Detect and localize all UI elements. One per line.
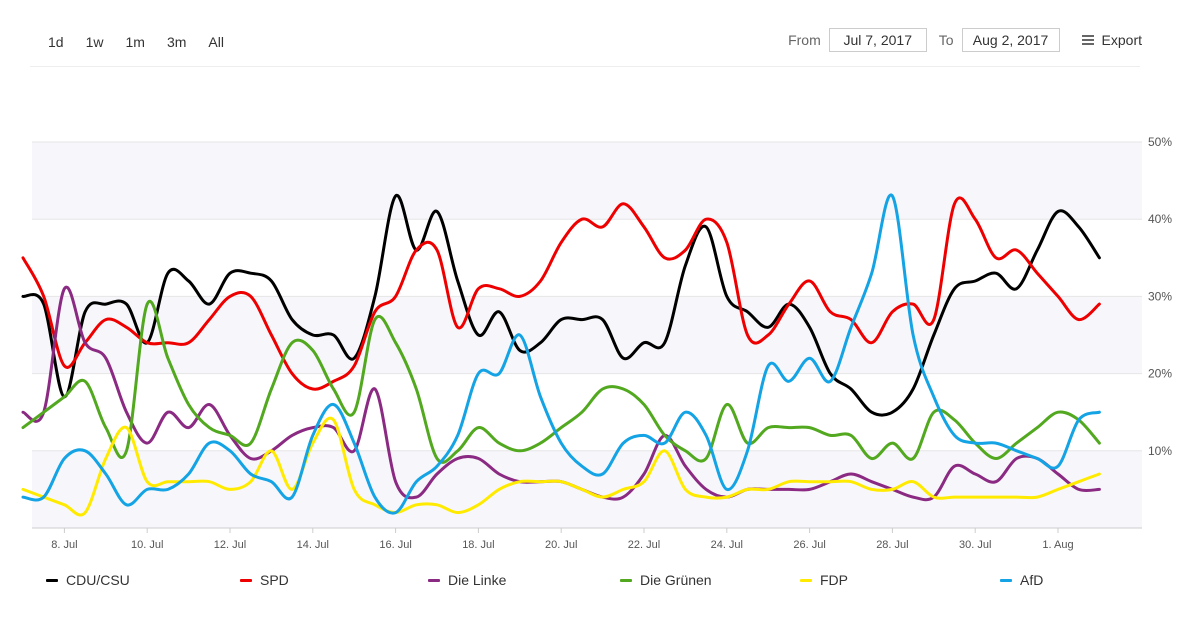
legend-label: Die Linke — [448, 572, 507, 588]
x-tick-label: 14. Jul — [297, 539, 329, 551]
legend-swatch — [620, 578, 632, 582]
chart-legend: CDU/CSU SPD Die Linke Die Grünen FDP AfD — [0, 566, 1200, 596]
legend-label: FDP — [820, 572, 848, 588]
legend-item-afd[interactable]: AfD — [1000, 572, 1043, 588]
menu-icon — [1081, 35, 1094, 45]
to-date-input[interactable] — [961, 28, 1060, 52]
export-button[interactable]: Export — [1081, 32, 1142, 48]
x-tick-label: 26. Jul — [793, 539, 825, 551]
x-tick-label: 30. Jul — [959, 539, 991, 551]
to-label: To — [938, 32, 954, 48]
legend-swatch — [46, 578, 58, 582]
x-tick-label: 18. Jul — [462, 539, 494, 551]
from-label: From — [788, 32, 821, 48]
series-line-spd — [21, 196, 1101, 391]
y-tick-label: 50% — [1148, 135, 1172, 149]
plot-background — [32, 142, 1142, 528]
range-1w-button[interactable]: 1w — [85, 34, 104, 50]
legend-item-spd[interactable]: SPD — [240, 572, 289, 588]
range-3m-button[interactable]: 3m — [166, 34, 187, 50]
toolbar-divider — [30, 66, 1140, 67]
legend-swatch — [800, 578, 812, 582]
from-date-input[interactable] — [828, 28, 927, 52]
legend-swatch — [1000, 578, 1012, 582]
x-tick-label: 1. Aug — [1042, 539, 1073, 551]
y-tick-label: 10% — [1148, 444, 1172, 458]
x-tick-label: 20. Jul — [545, 539, 577, 551]
legend-item-die-gr-nen[interactable]: Die Grünen — [620, 572, 712, 588]
x-tick-label: 28. Jul — [876, 539, 908, 551]
legend-label: AfD — [1020, 572, 1044, 588]
range-1d-button[interactable]: 1d — [48, 34, 64, 50]
y-tick-label: 40% — [1148, 212, 1172, 226]
chart-area: 10% 20% 30% 40% 50% 8. Jul 10. Jul 12. Jul 14. J… — [0, 130, 1200, 560]
series-line-die-gr-nen — [21, 299, 1101, 464]
legend-label: SPD — [260, 572, 289, 588]
range-all-button[interactable]: All — [208, 34, 224, 50]
x-tick-label: 22. Jul — [628, 539, 660, 551]
date-range-controls: From To Export — [776, 28, 1142, 52]
legend-label: Die Grünen — [640, 572, 712, 588]
line-chart: 10% 20% 30% 40% 50% 8. Jul 10. Jul 12. Jul 14. J… — [21, 135, 1172, 551]
x-tick-label: 12. Jul — [214, 539, 246, 551]
legend-item-die-linke[interactable]: Die Linke — [428, 572, 506, 588]
plot-band — [32, 373, 1142, 451]
series-line-afd — [21, 193, 1101, 515]
x-tick-label: 24. Jul — [711, 539, 743, 551]
legend-swatch — [240, 578, 252, 582]
legend-label: CDU/CSU — [66, 572, 130, 588]
y-tick-label: 20% — [1148, 367, 1172, 381]
x-tick-label: 8. Jul — [51, 539, 77, 551]
range-selector: 1d 1w 1m 3m All — [40, 32, 238, 52]
chart-toolbar: 1d 1w 1m 3m All From To Export — [0, 0, 1200, 66]
export-label: Export — [1101, 32, 1142, 48]
x-tick-label: 10. Jul — [131, 539, 163, 551]
y-tick-label: 30% — [1148, 289, 1172, 303]
series-line-cdu-csu — [21, 194, 1101, 417]
range-1m-button[interactable]: 1m — [125, 34, 145, 50]
series-line-fdp — [21, 416, 1101, 517]
legend-item-cdu-csu[interactable]: CDU/CSU — [46, 572, 130, 588]
legend-item-fdp[interactable]: FDP — [800, 572, 848, 588]
plot-band — [32, 219, 1142, 297]
x-tick-label: 16. Jul — [379, 539, 411, 551]
legend-swatch — [428, 578, 440, 582]
